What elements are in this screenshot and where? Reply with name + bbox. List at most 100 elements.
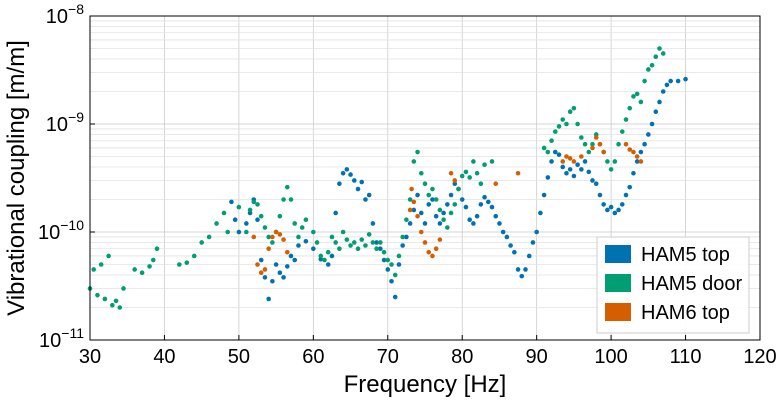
data-point xyxy=(564,121,569,127)
data-point xyxy=(258,270,264,275)
data-point xyxy=(579,167,584,172)
legend: HAM5 top HAM5 door HAM6 top xyxy=(596,236,750,334)
data-point xyxy=(102,296,108,302)
data-point xyxy=(296,234,301,240)
data-point xyxy=(381,249,387,255)
data-point xyxy=(389,262,394,267)
data-point xyxy=(552,149,558,155)
data-point xyxy=(270,240,275,245)
data-point xyxy=(121,286,126,291)
data-point xyxy=(147,264,152,269)
data-point xyxy=(411,207,417,213)
x-tick-label: 30 xyxy=(79,346,101,368)
data-point xyxy=(579,135,584,140)
data-point xyxy=(113,298,119,304)
data-point xyxy=(191,253,197,259)
data-point xyxy=(638,159,644,164)
axes-frame xyxy=(89,15,761,341)
data-point xyxy=(612,210,618,216)
data-point xyxy=(564,170,569,176)
data-point xyxy=(567,109,573,114)
data-point xyxy=(642,78,647,84)
data-point xyxy=(400,234,405,240)
data-point xyxy=(452,181,458,187)
data-point xyxy=(296,243,301,248)
data-point xyxy=(236,229,242,235)
data-point xyxy=(631,170,636,176)
data-point xyxy=(415,192,420,198)
data-point xyxy=(508,243,513,248)
data-point xyxy=(255,217,260,222)
data-point xyxy=(608,204,614,210)
x-tick-label: 60 xyxy=(302,346,324,368)
data-point xyxy=(262,225,268,230)
data-point xyxy=(262,267,268,272)
data-point xyxy=(474,170,480,176)
data-point xyxy=(91,267,97,272)
data-point xyxy=(433,246,439,252)
data-point xyxy=(284,264,290,269)
data-point xyxy=(560,164,566,170)
data-point xyxy=(485,199,491,205)
data-point xyxy=(351,178,357,183)
data-point xyxy=(407,207,413,213)
data-point xyxy=(653,54,659,59)
legend-label: HAM5 top xyxy=(641,244,730,266)
data-point xyxy=(177,262,182,267)
data-point xyxy=(314,240,320,245)
data-point xyxy=(266,296,271,302)
data-point xyxy=(348,243,353,248)
x-axis-label: Frequency [Hz] xyxy=(344,371,507,398)
series-1 xyxy=(87,46,666,310)
data-point xyxy=(363,197,368,202)
data-point xyxy=(378,240,383,245)
data-point xyxy=(489,159,495,164)
data-point xyxy=(292,221,298,226)
y-tick-label: 10−11 xyxy=(39,325,84,352)
data-point xyxy=(459,197,465,202)
data-point xyxy=(396,253,402,259)
data-point xyxy=(493,213,499,219)
data-point xyxy=(422,240,428,245)
data-point xyxy=(597,141,603,147)
y-tick-exponent: −9 xyxy=(68,109,84,125)
data-point xyxy=(623,141,629,147)
legend-swatch xyxy=(605,274,631,292)
data-point xyxy=(437,207,443,213)
data-point xyxy=(430,186,435,192)
data-point xyxy=(277,270,283,275)
data-point xyxy=(538,210,543,216)
data-point xyxy=(400,243,405,248)
plot-area xyxy=(87,46,688,310)
series-2 xyxy=(251,135,644,275)
x-tick-label: 40 xyxy=(153,346,175,368)
data-point xyxy=(489,204,495,210)
data-point xyxy=(258,257,264,263)
data-point xyxy=(311,229,316,235)
data-point xyxy=(619,202,625,207)
data-point xyxy=(541,192,547,198)
data-point xyxy=(270,234,275,240)
x-tick-label: 50 xyxy=(228,346,250,368)
data-point xyxy=(660,89,666,94)
data-point xyxy=(251,199,257,205)
data-point xyxy=(471,159,476,164)
data-point xyxy=(247,207,253,213)
data-point xyxy=(448,210,454,216)
data-point xyxy=(631,94,636,99)
data-point xyxy=(251,234,257,240)
data-point xyxy=(303,239,309,244)
data-point xyxy=(407,221,413,226)
data-point xyxy=(638,149,644,155)
x-tick-label: 70 xyxy=(377,346,399,368)
data-point xyxy=(634,91,640,97)
y-axis-label: Vibrational coupling [m/m] xyxy=(3,40,30,316)
data-point xyxy=(262,275,268,280)
data-point xyxy=(370,240,376,245)
data-point xyxy=(255,202,260,207)
data-point xyxy=(206,234,212,240)
data-point xyxy=(418,170,424,176)
data-point xyxy=(277,213,283,219)
data-point xyxy=(359,179,365,185)
data-point xyxy=(646,67,651,72)
